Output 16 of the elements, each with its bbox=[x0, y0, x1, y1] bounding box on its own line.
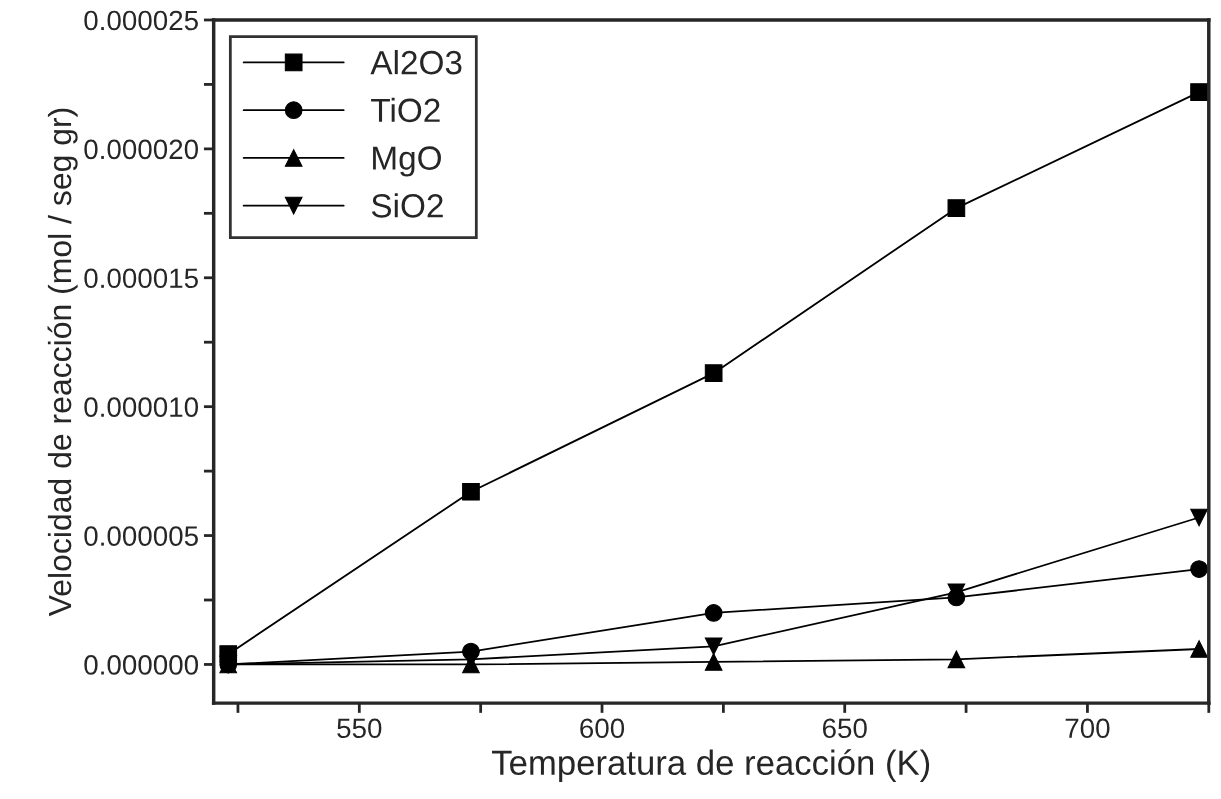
y-tick-label: 0.000015 bbox=[84, 268, 198, 289]
y-tick-label: 0.000025 bbox=[84, 10, 198, 31]
x-tick-label: 550 bbox=[337, 718, 382, 739]
legend-label: MgO bbox=[373, 146, 441, 177]
x-tick-label: 700 bbox=[1065, 718, 1110, 739]
x-tick-label: 650 bbox=[822, 718, 867, 739]
y-tick-label: 0.000010 bbox=[84, 397, 199, 417]
y-tick-label: 0.000020 bbox=[84, 139, 199, 160]
y-tick-label: 0.000000 bbox=[84, 655, 199, 675]
x-axis-title: Temperatura de reacción (K) bbox=[492, 749, 930, 782]
legend-label: TiO2 bbox=[371, 97, 440, 123]
y-axis-title: Velocidad de reacción (mol / seg gr) bbox=[47, 108, 78, 617]
x-tick-label: 600 bbox=[580, 718, 625, 739]
y-tick-label: 0.000005 bbox=[84, 526, 198, 546]
legend-label: Al2O3 bbox=[370, 49, 462, 75]
legend-label: SiO2 bbox=[371, 193, 443, 218]
